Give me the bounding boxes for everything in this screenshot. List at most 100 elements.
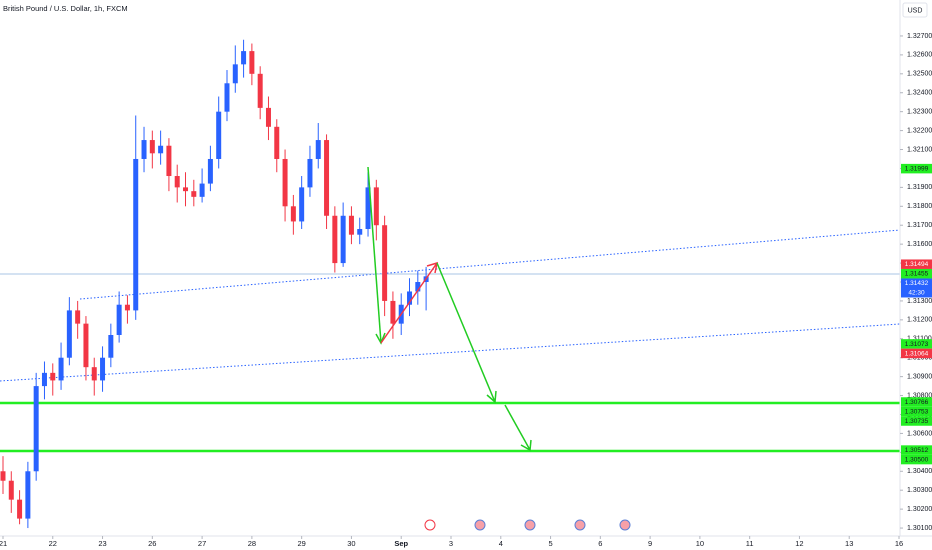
x-tick-label: 22 <box>49 539 57 548</box>
arrow-head <box>520 439 532 452</box>
trend-line <box>79 229 901 300</box>
event-icon[interactable] <box>424 519 436 531</box>
event-icons <box>424 519 631 531</box>
y-tick-label: 1.31900 <box>907 184 932 191</box>
candle-body <box>149 140 155 154</box>
arrow-head <box>486 390 497 404</box>
x-tick-label: 10 <box>696 539 704 548</box>
candle-body <box>83 323 89 368</box>
candle-body <box>290 206 296 222</box>
y-tick-label: 1.31600 <box>907 241 932 248</box>
price-tag <box>901 397 932 407</box>
candle-body <box>50 372 56 381</box>
currency-button[interactable] <box>902 2 928 18</box>
x-tick-label: 5 <box>548 539 552 548</box>
candle-body <box>340 215 346 264</box>
candle-body <box>174 176 180 188</box>
candle-body <box>224 83 230 112</box>
candle-body <box>108 335 114 358</box>
price-tag-label: 1.30735 <box>905 418 929 425</box>
price-tag-label: 1.30753 <box>905 408 929 415</box>
candle-body <box>299 187 305 222</box>
y-tick-label: 1.30600 <box>907 430 932 437</box>
y-tick-label: 1.32200 <box>907 127 932 134</box>
drawings <box>0 229 901 453</box>
price-tag-label: 1.31073 <box>905 341 929 348</box>
candle-body <box>241 51 247 65</box>
event-icon[interactable] <box>524 519 536 531</box>
candle-body <box>207 158 213 184</box>
candle-body <box>25 471 31 519</box>
x-tick-label: 12 <box>795 539 803 548</box>
candle-body <box>282 158 288 207</box>
candle-body <box>183 187 189 192</box>
event-icon[interactable] <box>619 519 631 531</box>
event-icon[interactable] <box>574 519 586 531</box>
event-icon[interactable] <box>474 519 486 531</box>
price-tag-label: 1.31999 <box>905 166 929 173</box>
candle-body <box>8 480 14 500</box>
y-tick-label: 1.32500 <box>907 71 932 78</box>
y-tick-label: 1.32100 <box>907 146 932 153</box>
candle-body <box>332 215 338 264</box>
x-tick-label: 23 <box>98 539 106 548</box>
arrow <box>504 404 531 451</box>
candle-body <box>415 282 421 292</box>
candle-body <box>100 357 106 381</box>
price-tag-label: 1.31432 <box>905 280 929 287</box>
candle-body <box>199 183 205 197</box>
price-tag-label: 1.31064 <box>905 350 929 357</box>
candle-body <box>265 107 271 127</box>
candle-body <box>324 140 330 216</box>
price-tag <box>901 445 932 455</box>
candle-body <box>382 225 388 301</box>
x-tick-label: 29 <box>297 539 305 548</box>
price-tag-label: 1.30512 <box>905 447 929 454</box>
candle-body <box>191 191 197 197</box>
price-tag-label: 1.31494 <box>905 261 929 268</box>
y-tick-label: 1.32700 <box>907 33 932 40</box>
x-tick-label: 13 <box>845 539 853 548</box>
x-tick-label: 26 <box>148 539 156 548</box>
candle-body <box>216 111 222 159</box>
price-tag <box>901 339 932 349</box>
price-tag <box>901 163 932 174</box>
candle-body <box>141 140 147 159</box>
candle-body <box>124 304 130 311</box>
candle-body <box>407 291 413 305</box>
candle-body <box>133 158 139 311</box>
candle-body <box>41 372 47 387</box>
candle-body <box>58 357 64 381</box>
x-tick-label: 11 <box>746 539 754 548</box>
x-tick-label: 28 <box>248 539 256 548</box>
candle-body <box>257 73 263 108</box>
y-tick-label: 1.32300 <box>907 109 932 116</box>
y-tick-label: 1.31700 <box>907 222 932 229</box>
candle-body <box>373 187 379 226</box>
candle-body <box>166 145 172 177</box>
y-tick-label: 1.31100 <box>907 336 932 343</box>
candles <box>0 39 429 529</box>
price-tag <box>901 278 932 298</box>
y-tick-label: 1.31800 <box>907 203 932 210</box>
arrow <box>436 262 496 403</box>
candle-body <box>315 140 321 159</box>
candle-body <box>91 367 97 381</box>
x-tick-label: 30 <box>347 539 355 548</box>
candle-body <box>249 51 255 74</box>
y-tick-label: 1.30100 <box>907 525 932 532</box>
candle-body <box>274 126 280 159</box>
y-tick-label: 1.30300 <box>907 487 932 494</box>
candle-body <box>232 64 238 84</box>
x-tick-label: Sep <box>394 539 408 548</box>
candle-body <box>348 215 354 235</box>
x-tick-label: 27 <box>198 539 206 548</box>
candle-body <box>158 145 164 154</box>
price-tag <box>901 259 932 269</box>
y-tick-label: 1.30800 <box>907 392 932 399</box>
price-tag-label: 1.31455 <box>905 271 929 278</box>
candle-body <box>33 386 39 472</box>
y-tick-label: 1.31200 <box>907 317 932 324</box>
price-tag <box>901 416 932 426</box>
